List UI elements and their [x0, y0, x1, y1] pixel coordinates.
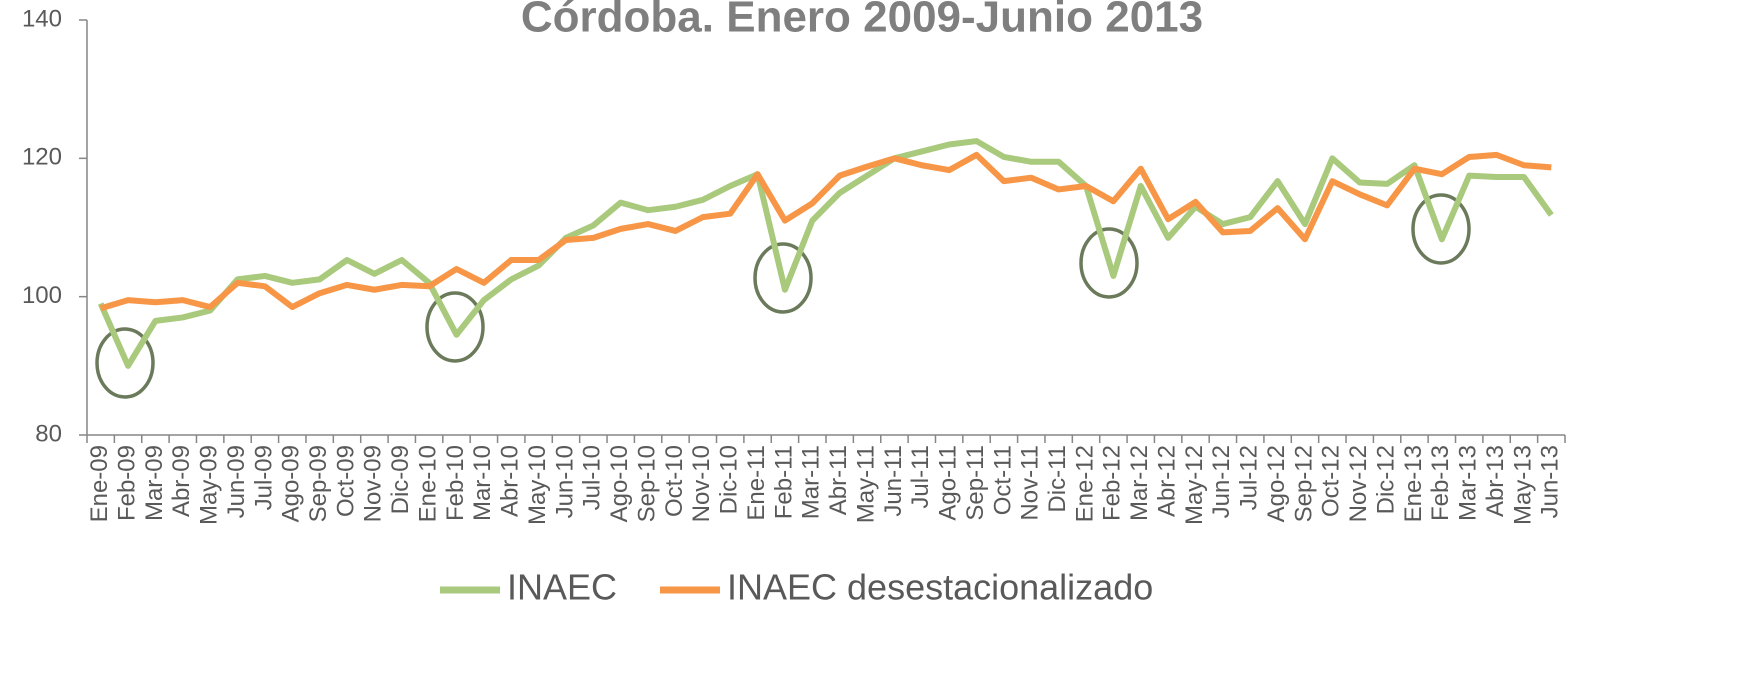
x-tick-label: Ago-10	[606, 445, 633, 522]
x-tick-label: Jun-12	[1208, 445, 1235, 518]
y-tick-label: 120	[22, 144, 62, 171]
x-tick-label: Ene-10	[414, 445, 441, 522]
x-tick-label: May-13	[1509, 445, 1536, 525]
x-tick-label: Sep-12	[1290, 445, 1317, 522]
x-tick-label: Nov-12	[1345, 445, 1372, 522]
x-tick-label: Sep-11	[962, 445, 989, 521]
x-tick-label: Ago-09	[278, 445, 305, 522]
y-tick-label: 140	[22, 5, 62, 32]
x-tick-label: Jun-10	[551, 445, 578, 518]
x-tick-label: Jul-12	[1236, 445, 1263, 510]
x-tick-label: Jun-09	[223, 445, 250, 518]
x-tick-label: Abr-11	[825, 445, 852, 515]
x-tick-label: Mar-09	[141, 445, 168, 521]
chart-title: Córdoba. Enero 2009-Junio 2013	[521, 0, 1203, 42]
x-tick-label: Abr-13	[1482, 445, 1509, 517]
x-tick-label: May-09	[196, 445, 223, 525]
x-tick-label: Dic-09	[387, 445, 414, 514]
circle	[1079, 227, 1139, 299]
circle	[753, 242, 813, 314]
x-tick-label: Oct-09	[332, 445, 359, 517]
x-tick-label: Jul-10	[579, 445, 606, 510]
x-tick-label: Feb-11	[770, 445, 797, 519]
x-tick-label: Jun-13	[1537, 445, 1564, 518]
x-tick-label: Nov-10	[688, 445, 715, 522]
x-tick-label: Sep-10	[633, 445, 660, 522]
x-tick-label: Ene-12	[1071, 445, 1098, 522]
x-tick-label: Feb-12	[1099, 445, 1126, 521]
x-tick-label: Jun-11	[880, 445, 907, 517]
annotation-circles	[95, 193, 1471, 399]
x-tick-label: Dic-12	[1372, 445, 1399, 514]
x-tick-label: May-10	[524, 445, 551, 525]
series-line	[97, 138, 1554, 369]
x-tick-label: Abr-10	[497, 445, 524, 517]
x-tick-label: Mar-10	[469, 445, 496, 521]
x-tick-label: Oct-12	[1318, 445, 1345, 517]
legend-label: INAEC	[507, 567, 617, 608]
x-tick-label: Ene-11	[743, 445, 770, 521]
x-tick-label: Sep-09	[305, 445, 332, 522]
x-tick-label: Ene-13	[1400, 445, 1427, 522]
circle	[95, 327, 155, 399]
x-tick-label: May-11	[852, 445, 879, 523]
x-tick-label: Feb-13	[1427, 445, 1454, 521]
x-tick-label: Oct-10	[661, 445, 688, 517]
x-tick-label: Jul-09	[250, 445, 277, 510]
x-tick-label: Nov-09	[360, 445, 387, 522]
x-tick-label: Ago-11	[935, 445, 962, 521]
x-tick-label: Dic-10	[716, 445, 743, 514]
x-tick-label: Jul-11	[907, 445, 934, 509]
x-tick-label: Nov-11	[1017, 445, 1044, 521]
x-tick-label: Oct-11	[989, 445, 1016, 515]
y-tick-label: 100	[22, 282, 62, 309]
series-line	[99, 151, 1552, 312]
x-tick-label: Ene-09	[86, 445, 113, 522]
x-tick-label: Dic-11	[1044, 445, 1071, 513]
x-tick-label: Mar-12	[1126, 445, 1153, 521]
circle	[1411, 193, 1471, 265]
y-tick-label: 80	[35, 420, 62, 447]
x-tick-label: Feb-10	[442, 445, 469, 521]
x-tick-label: Abr-12	[1153, 445, 1180, 517]
x-tick-label: Abr-09	[168, 445, 195, 517]
x-tick-label: May-12	[1181, 445, 1208, 525]
x-tick-label: Mar-13	[1455, 445, 1482, 521]
x-tick-label: Mar-11	[798, 445, 825, 519]
circle	[425, 291, 485, 363]
legend-label: INAEC desestacionalizado	[727, 567, 1153, 608]
x-tick-label: Ago-12	[1263, 445, 1290, 522]
x-tick-label: Feb-09	[113, 445, 140, 521]
